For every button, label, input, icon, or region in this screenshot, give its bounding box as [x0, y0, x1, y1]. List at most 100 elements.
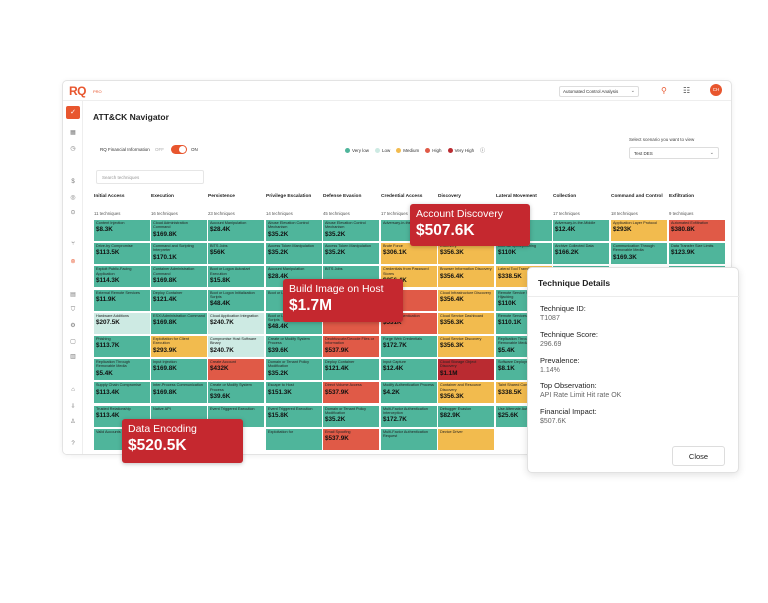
technique-cell[interactable]: Device Driver — [438, 428, 494, 450]
branch-icon[interactable]: ⑂ — [71, 241, 75, 247]
technique-cell[interactable]: Container and Resource Discovery $356.3K — [438, 382, 494, 404]
technique-cell[interactable]: Boot or Logon Autostart Execution $15.8K — [208, 266, 264, 288]
scenario-select[interactable]: Test DES ⌄ — [629, 147, 719, 159]
technique-cell[interactable]: Exploitation for — [266, 428, 322, 450]
technique-cell[interactable]: Application Layer Protocol $293K — [611, 220, 667, 241]
technique-cell[interactable]: Domain or Tenant Policy Modification $35.… — [323, 405, 379, 427]
shield-icon[interactable]: ⛉ — [70, 307, 76, 313]
technique-cell[interactable]: Exploitation for Client Execution $293.9K — [151, 336, 207, 357]
info-icon[interactable]: ⓘ — [480, 148, 486, 154]
technique-cell[interactable]: Input Capture $12.4K — [381, 359, 437, 381]
technique-value: $121.4K — [325, 365, 349, 373]
technique-cell[interactable]: Event Triggered Execution $15.8K — [266, 405, 322, 427]
technique-cell[interactable]: Hardware Additions $207.5K — [94, 312, 150, 334]
technique-cell[interactable]: Cloud Service Discovery $356.3K — [438, 336, 494, 357]
technique-name: Inter-Process Communication — [153, 383, 204, 388]
technique-value: $356.3K — [440, 342, 464, 350]
users-icon[interactable]: ♙ — [70, 419, 76, 425]
technique-name: Cloud Administration Command — [153, 221, 188, 230]
technique-cell[interactable]: Adversary-in-the-Middle $12.4K — [553, 220, 609, 241]
dollar-icon[interactable]: $ — [71, 179, 75, 185]
lock-icon[interactable]: ⌂ — [71, 387, 75, 393]
technique-cell[interactable]: Abuse Elevation Control Mechanism $35.2K — [323, 220, 379, 241]
technique-cell[interactable]: ESXi Administration Command $169.8K — [151, 312, 207, 334]
technique-name: Hardware Additions — [96, 313, 129, 318]
technique-cell[interactable]: Access Token Manipulation $35.2K — [266, 243, 322, 265]
page-title: ATT&CK Navigator — [93, 112, 169, 122]
help-circle-icon[interactable]: ? — [71, 441, 75, 447]
technique-cell[interactable]: Archive Collected Data $166.2K — [553, 243, 609, 265]
technique-cell[interactable]: Cloud Storage Object Discovery $1.1M — [438, 359, 494, 381]
technique-cell[interactable]: Create or Modify System Process $39.6K — [266, 336, 322, 357]
technique-cell[interactable]: Container Administration Command $169.8K — [151, 266, 207, 288]
clock-icon[interactable]: ◷ — [70, 146, 76, 152]
close-button[interactable]: Close — [672, 446, 725, 466]
technique-cell[interactable]: Multi-Factor Authentication Interception… — [381, 405, 437, 427]
technique-cell[interactable]: Create or Modify System Process $39.6K — [208, 382, 264, 404]
globe-icon[interactable]: ◎ — [70, 195, 76, 201]
avatar[interactable]: CH — [710, 84, 722, 96]
technique-cell[interactable]: Drive-by Compromise $113.5K — [94, 243, 150, 265]
technique-cell[interactable]: Brute Force $306.1K — [381, 243, 437, 265]
financial-info-toggle[interactable] — [171, 145, 187, 154]
technique-cell[interactable]: Compromise Host Software Binary $240.7K — [208, 336, 264, 357]
technique-cell[interactable]: Supply Chain Compromise $113.4K — [94, 382, 150, 404]
technique-cell[interactable]: Escape to Host $151.3K — [266, 382, 322, 404]
technique-cell[interactable]: Cloud Application Integration $240.7K — [208, 312, 264, 334]
sidebar-item-navigator[interactable]: ✓ — [66, 106, 80, 119]
technique-cell[interactable]: Abuse Elevation Control Mechanism $35.2K — [266, 220, 322, 241]
technique-cell[interactable]: Cloud Infrastructure Discovery $356.4K — [438, 289, 494, 311]
technique-cell[interactable]: Content Injection $8.3K — [94, 220, 150, 241]
technique-cell[interactable]: Deploy Container $121.4K — [323, 359, 379, 381]
technique-cell[interactable]: Create Account $432K — [208, 359, 264, 381]
notification-icon[interactable]: ⚲ — [661, 86, 667, 95]
technique-cell[interactable]: Replication Through Removable Media $5.4K — [94, 359, 150, 381]
technique-cell[interactable]: Input Injection $169.8K — [151, 359, 207, 381]
attack-icon[interactable]: ⊚ — [70, 259, 76, 265]
file-icon[interactable]: ▢ — [70, 339, 76, 345]
callout-title: Account Discovery — [416, 208, 503, 220]
technique-cell[interactable]: Access Token Manipulation $35.2K — [323, 243, 379, 265]
grid-icon[interactable]: ▦ — [70, 130, 76, 136]
technique-name: External Remote Services — [96, 290, 140, 295]
technique-cell[interactable]: Email Spoofing $537.9K — [323, 428, 379, 450]
technique-cell[interactable]: Internal Spearphishing $110K — [496, 243, 552, 265]
technique-cell[interactable]: Forge Web Credentials $172.7K — [381, 336, 437, 357]
technique-cell[interactable]: BITS Jobs $56K — [208, 243, 264, 265]
technique-cell[interactable]: Domain or Tenant Policy Modification $35.… — [266, 359, 322, 381]
target-icon[interactable]: ⊙ — [70, 210, 76, 216]
download-icon[interactable]: ⇩ — [70, 404, 76, 410]
analysis-select[interactable]: Automated Control Analysis ⌄ — [559, 86, 639, 97]
technique-cell[interactable]: Phishing $113.7K — [94, 336, 150, 357]
technique-cell[interactable]: Data Transfer Size Limits $123.9K — [669, 243, 725, 265]
table-icon[interactable]: ▥ — [70, 354, 76, 360]
technique-cell[interactable]: Modify Authentication Process $4.2K — [381, 382, 437, 404]
technique-cell[interactable]: Account Manipulation $28.4K — [208, 220, 264, 241]
technique-cell[interactable]: Discovery $356.3K — [438, 243, 494, 265]
search-input[interactable]: Search techniques — [96, 170, 204, 184]
technique-cell[interactable]: Cloud Administration Command $169.8K — [151, 220, 207, 241]
technique-cell[interactable]: Communication Through Removable Media $16… — [611, 243, 667, 265]
technique-cell[interactable]: Exploit Public-Facing Application $114.3K — [94, 266, 150, 288]
technique-cell[interactable]: Multi-Factor Authentication Request — [381, 428, 437, 450]
technique-cell[interactable]: Deploy Container $121.4K — [151, 289, 207, 311]
technique-name: BITS Jobs — [325, 267, 343, 272]
document-icon[interactable]: ▤ — [70, 292, 76, 298]
technique-cell[interactable]: Boot or Logon Initialization Scripts$48.… — [208, 289, 264, 311]
help-icon[interactable]: ☷ — [683, 86, 691, 95]
technique-cell[interactable]: Command and Scripting Interpreter $170.1K — [151, 243, 207, 265]
technique-cell[interactable]: Direct Volume Access $537.9K — [323, 382, 379, 404]
technique-cell[interactable]: Browser Information Discovery $356.4K — [438, 266, 494, 288]
app-logo[interactable]: RQ — [69, 84, 87, 98]
technique-cell[interactable]: External Remote Services $11.9K — [94, 289, 150, 311]
technique-cell[interactable]: Cloud Service Dashboard $356.3K — [438, 312, 494, 334]
top-observation-value: API Rate Limit Hit rate OK — [540, 392, 622, 399]
technique-cell[interactable]: Debugger Evasion $82.9K — [438, 405, 494, 427]
technique-name: Cloud Service Dashboard — [440, 313, 484, 318]
technique-value: $170.1K — [153, 253, 177, 261]
technique-name: Container and Resource Discovery — [440, 383, 482, 392]
settings-icon[interactable]: ⚙ — [70, 323, 76, 329]
technique-cell[interactable]: Deobfuscate/Decode Files or Information $… — [323, 336, 379, 357]
technique-cell[interactable]: Automated Exfiltration $380.8K — [669, 220, 725, 241]
technique-cell[interactable]: Inter-Process Communication $169.8K — [151, 382, 207, 404]
